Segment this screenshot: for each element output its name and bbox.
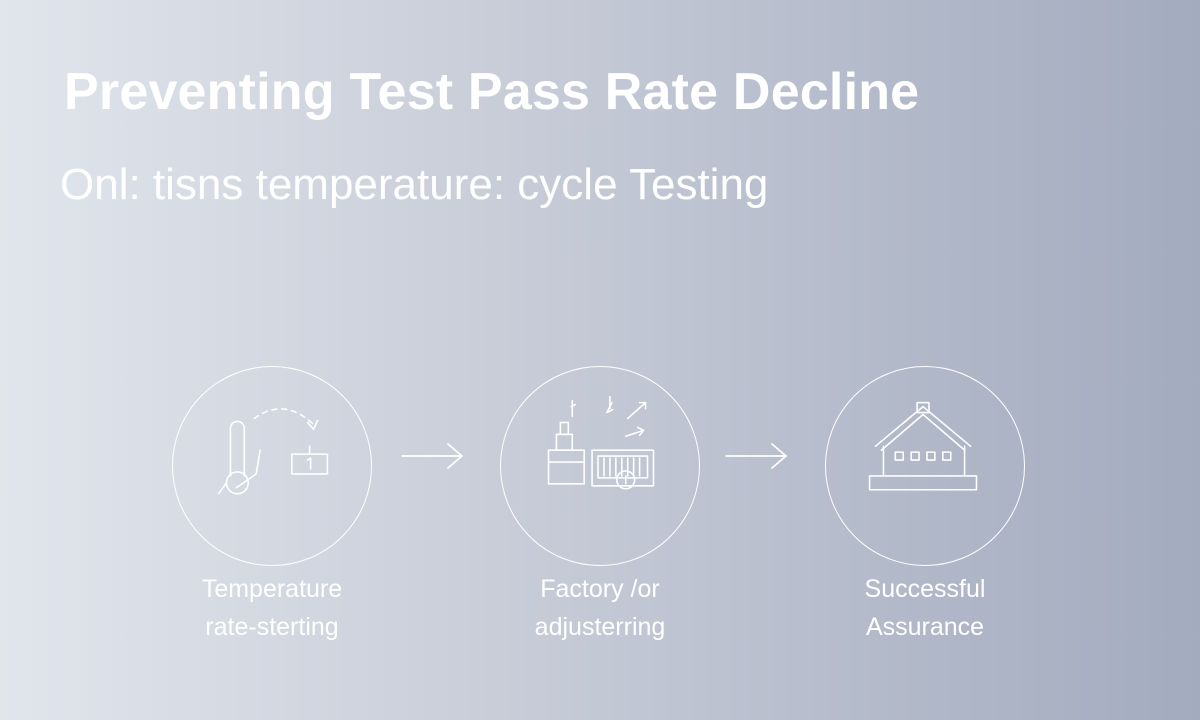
step-label-line: Temperature (201, 575, 343, 603)
slide-subtitle: Onl: tisns temperature: cycle Testing (60, 160, 769, 209)
slide-title: Preventing Test Pass Rate Decline (64, 63, 920, 121)
step-circle-temperature (172, 366, 372, 566)
step-label-assurance: Successful Assurance (795, 570, 1055, 646)
step-label-line: Assurance (865, 613, 985, 641)
step-label-temperature: Temperature rate-sterting (142, 570, 402, 646)
step-circle-factory (500, 366, 700, 566)
step-label-line: rate-sterting (205, 613, 339, 641)
step-label-line: Factory /or (540, 575, 660, 603)
step-label-factory: Factory /or adjusterring (470, 570, 730, 646)
step-label-line: Successful (864, 575, 986, 603)
right-arrow-icon (725, 443, 787, 469)
factory-adjustment-icon (547, 395, 655, 490)
step-circle-assurance (825, 366, 1025, 566)
right-arrow-icon (401, 443, 463, 469)
house-assurance-icon (868, 401, 978, 491)
step-label-line: adjusterring (534, 613, 666, 641)
thermometer-transfer-icon (217, 408, 329, 495)
